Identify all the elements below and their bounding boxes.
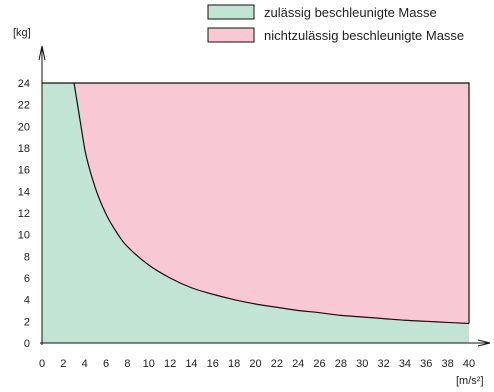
y-tick-label: 0 — [24, 338, 30, 350]
y-tick-label: 14 — [18, 186, 30, 198]
x-tick-label: 10 — [143, 358, 155, 370]
y-tick-label: 22 — [18, 100, 30, 112]
y-tick-label: 16 — [18, 165, 30, 177]
x-tick-label: 38 — [442, 358, 454, 370]
legend-swatch-allowed — [207, 4, 255, 20]
x-tick-label: 22 — [271, 358, 283, 370]
y-tick-label: 2 — [24, 316, 30, 328]
y-tick-label: 10 — [18, 230, 30, 242]
x-tick-label: 6 — [103, 358, 109, 370]
y-tick-label: 12 — [18, 208, 30, 220]
x-tick-label: 16 — [207, 358, 219, 370]
x-tick-label: 40 — [463, 358, 475, 370]
x-tick-label: 26 — [313, 358, 325, 370]
x-tick-label: 30 — [356, 358, 368, 370]
x-tick-label: 12 — [164, 358, 176, 370]
x-tick-label: 32 — [377, 358, 389, 370]
x-tick-label: 18 — [228, 358, 240, 370]
allowed-mass-area — [42, 83, 469, 343]
x-tick-label: 34 — [399, 358, 411, 370]
x-tick-label: 0 — [39, 358, 45, 370]
y-tick-label: 8 — [24, 251, 30, 263]
legend-label-forbidden: nichtzulässig beschleunigte Masse — [264, 28, 464, 43]
legend: zulässig beschleunigte Masse nichtzuläss… — [207, 4, 464, 43]
x-tick-labels: 0 2 4 6 8 10 12 14 16 18 20 22 24 26 28 30 32 34 36 38 40 — [39, 358, 475, 370]
y-axis-arrow — [38, 45, 46, 61]
y-tick-label: 20 — [18, 121, 30, 133]
x-axis-arrow — [477, 339, 491, 347]
y-axis-unit: [kg] — [13, 27, 31, 39]
x-tick-label: 20 — [249, 358, 261, 370]
x-tick-label: 36 — [420, 358, 432, 370]
x-tick-label: 24 — [292, 358, 304, 370]
x-tick-label: 14 — [185, 358, 197, 370]
x-axis: [m/s²] 0 2 4 6 8 10 12 14 16 18 20 22 24 26 28 30 32 34 36… — [39, 339, 491, 387]
x-tick-label: 28 — [335, 358, 347, 370]
x-tick-label: 2 — [60, 358, 66, 370]
x-tick-label: 4 — [82, 358, 88, 370]
y-tick-label: 24 — [18, 78, 30, 90]
x-tick-label: 8 — [124, 358, 130, 370]
limit-curve — [42, 82, 470, 325]
legend-label-allowed: zulässig beschleunigte Masse — [264, 5, 437, 20]
y-tick-label: 18 — [18, 143, 30, 155]
legend-swatch-forbidden — [207, 27, 255, 43]
y-tick-label: 4 — [24, 295, 30, 307]
y-tick-label: 6 — [24, 273, 30, 285]
x-axis-unit: [m/s²] — [456, 375, 484, 387]
